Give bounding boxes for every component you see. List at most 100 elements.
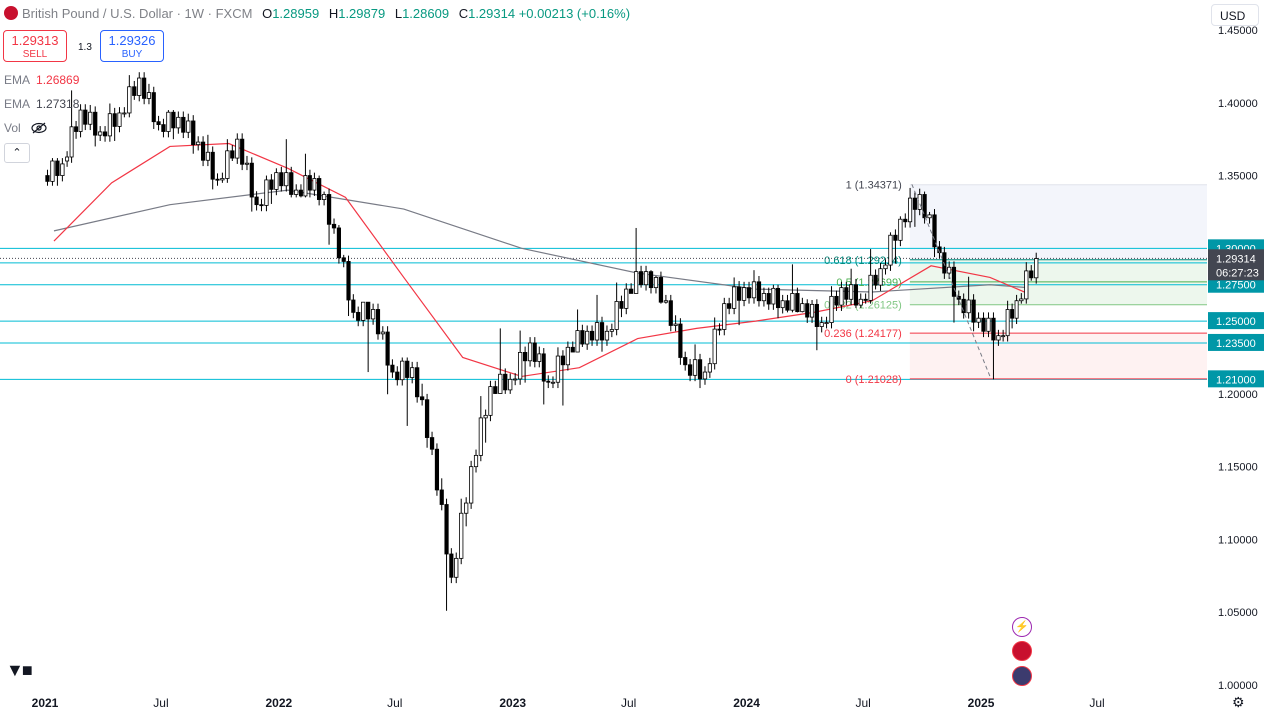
candle-body xyxy=(1034,258,1039,279)
uk-flag-icon[interactable] xyxy=(1012,641,1032,661)
candle-body xyxy=(537,353,542,362)
indicator-volume[interactable]: Vol xyxy=(4,121,48,135)
candle-body xyxy=(117,112,122,127)
candle-body xyxy=(176,116,181,129)
candle-body xyxy=(210,151,215,180)
candle-body xyxy=(585,330,590,345)
candle-body xyxy=(429,437,435,450)
candle-body xyxy=(215,178,220,181)
us-flag-icon[interactable] xyxy=(1012,666,1032,686)
candle-body xyxy=(996,335,1001,341)
candle-body xyxy=(321,194,327,200)
sell-price: 1.29313 xyxy=(11,33,59,48)
candle-body xyxy=(122,112,127,115)
candle-body xyxy=(966,299,971,314)
candle-body xyxy=(146,92,152,99)
indicator-ema-slow[interactable]: EMA 1.27318 xyxy=(4,97,79,111)
candle-body xyxy=(527,342,533,362)
candle-body xyxy=(171,111,176,129)
sell-button[interactable]: 1.29313 SELL xyxy=(3,30,67,62)
symbol-title[interactable]: British Pound / U.S. Dollar · 1W · FXCM xyxy=(22,6,253,21)
candle-body xyxy=(493,386,498,394)
gear-icon[interactable]: ⚙ xyxy=(1232,694,1245,710)
currency-selector[interactable]: USD xyxy=(1211,4,1259,26)
candle-body xyxy=(746,287,752,299)
candle-body xyxy=(922,194,927,219)
lightning-icon[interactable]: ⚡ xyxy=(1012,617,1032,637)
candle-body xyxy=(976,317,981,323)
tradingview-logo[interactable]: ▼■ xyxy=(6,660,33,680)
candle-body xyxy=(50,160,55,182)
candle-body xyxy=(761,293,767,302)
candle-body xyxy=(464,502,469,514)
y-axis-tick-label: 1.15000 xyxy=(1218,462,1258,474)
candle-body xyxy=(205,151,210,161)
candle-body xyxy=(181,116,186,133)
ema-slow-value: 1.27318 xyxy=(36,97,80,111)
fib-level-label: 0 (1.21028) xyxy=(846,374,902,386)
candle-body xyxy=(508,378,513,391)
candle-body xyxy=(186,120,191,133)
level-price-label: 1.27500 xyxy=(1216,280,1256,292)
candle-body xyxy=(555,355,561,383)
candle-body xyxy=(336,227,341,259)
buy-label: BUY xyxy=(121,49,143,60)
candle-body xyxy=(795,293,800,313)
candle-body xyxy=(78,109,83,132)
candle-body xyxy=(756,281,762,302)
candle-body xyxy=(468,466,474,504)
candle-body xyxy=(604,330,610,341)
x-axis-tick-label: 2021 xyxy=(32,696,59,708)
candle-body xyxy=(385,331,390,366)
candle-body xyxy=(65,156,70,162)
candle-body xyxy=(449,553,454,578)
candle-body xyxy=(575,330,580,353)
candle-body xyxy=(849,284,854,300)
candle-body xyxy=(434,448,440,491)
candle-body xyxy=(633,271,639,294)
indicator-ema-fast[interactable]: EMA 1.26869 xyxy=(4,73,79,87)
candle-body xyxy=(986,317,991,332)
candle-body xyxy=(844,287,849,300)
candle-body xyxy=(614,301,619,330)
candle-body xyxy=(156,121,161,126)
candle-body xyxy=(235,138,240,159)
candle-body xyxy=(478,417,483,456)
y-axis-tick-label: 1.40000 xyxy=(1218,98,1258,110)
eye-off-icon[interactable] xyxy=(30,122,48,134)
candle-body xyxy=(888,234,893,266)
candle-body xyxy=(249,162,254,198)
y-axis-tick-label: 1.20000 xyxy=(1218,389,1258,401)
candle-body xyxy=(780,300,785,309)
y-axis-tick-label: 1.05000 xyxy=(1218,607,1258,619)
candle-body xyxy=(1029,270,1034,279)
candle-body xyxy=(868,274,873,301)
spread-value: 1.3 xyxy=(78,42,92,53)
candle-body xyxy=(356,311,361,321)
buy-button[interactable]: 1.29326 BUY xyxy=(100,30,164,62)
candle-body xyxy=(697,359,703,380)
candle-body xyxy=(751,281,757,299)
candle-body xyxy=(814,303,819,327)
candle-body xyxy=(702,371,708,380)
candle-body xyxy=(161,124,166,132)
ema-fast-line xyxy=(53,142,1029,378)
candle-body xyxy=(951,266,957,297)
candle-body xyxy=(956,295,961,300)
candle-body xyxy=(546,380,551,383)
low-label: L xyxy=(394,6,403,21)
candle-body xyxy=(550,381,556,384)
candle-body xyxy=(107,113,112,137)
candle-body xyxy=(1010,309,1015,319)
candle-body xyxy=(839,287,844,306)
fib-level-label: 1 (1.34371) xyxy=(846,180,902,192)
candle-body xyxy=(609,329,614,332)
candle-body xyxy=(912,197,917,210)
candle-body xyxy=(991,317,996,341)
chevron-up-icon[interactable]: ⌃ xyxy=(4,143,30,163)
candle-body xyxy=(483,414,488,419)
candle-body xyxy=(503,373,508,391)
candle-body xyxy=(971,299,976,323)
candle-body xyxy=(1024,270,1029,300)
